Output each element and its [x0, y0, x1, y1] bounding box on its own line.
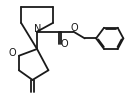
- Text: N: N: [34, 24, 42, 34]
- Text: O: O: [9, 48, 16, 58]
- Text: O: O: [70, 23, 78, 33]
- Text: O: O: [60, 39, 68, 49]
